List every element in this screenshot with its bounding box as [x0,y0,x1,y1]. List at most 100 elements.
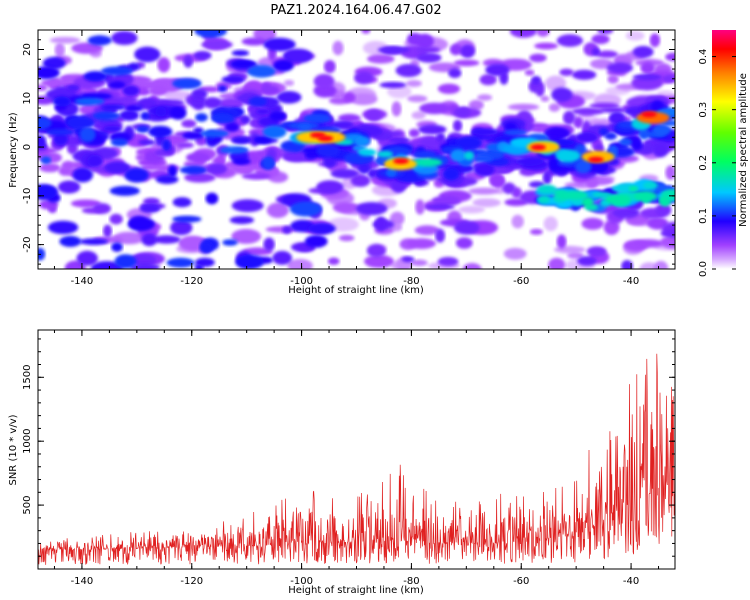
heatmap-cell [232,158,251,165]
heatmap-cell [263,237,275,252]
heatmap-cell [529,228,543,235]
heatmap-cell [548,257,566,269]
heatmap-cell [643,181,658,190]
heatmap-cell [79,238,109,246]
heatmap-cell [655,203,672,217]
heatmap-cell [375,216,387,232]
heatmap-cell [166,257,195,268]
heatmap-cell [621,260,633,269]
heatmap-cell [169,106,187,120]
heatmap-cell [455,107,471,118]
heatmap-cell [389,211,405,226]
heatmap-cell [548,103,561,112]
heatmap-cell [184,172,216,183]
colorbar-tick-label: 0.3 [698,102,709,118]
heatmap-cell [562,110,576,125]
heatmap-cell [161,138,171,151]
heatmap-cell [38,84,48,91]
heatmap-cell [338,234,355,242]
heatmap-cell [625,31,645,41]
heatmap-cell [592,191,612,198]
heatmap-cell [376,150,393,158]
heatmap-cell [220,146,249,154]
heatmap-cell [503,247,527,260]
heatmap-cell [573,116,583,128]
heatmap-cell [191,88,208,100]
heatmap-cell [72,167,94,183]
heatmap-cell [435,228,446,243]
heatmap-cell [327,257,340,265]
heatmap-cell [110,138,128,147]
heatmap-cell [74,97,105,105]
heatmap-cell [225,122,240,132]
heatmap-cell [46,128,75,136]
heatmap-cell [419,102,451,115]
heatmap-cell [406,80,422,87]
heatmap-cell [263,37,296,52]
heatmap-cell [489,174,506,188]
heatmap-cell [38,184,58,200]
heatmap-cell [567,251,584,260]
heatmap-cell [367,54,395,64]
heatmap-cell [172,197,192,208]
heatmap-cell [531,75,542,85]
heatmap-cell [201,40,233,50]
heatmap-cell [323,60,336,74]
heatmap-cell [477,94,493,101]
heatmap-cell [269,111,287,122]
colorbar-gradient [712,30,736,269]
heatmap-cell [242,247,273,256]
heatmap-cell [100,104,127,111]
heatmap-cell [408,128,420,138]
heatmap-cell [416,33,434,50]
heatmap-cell [425,203,455,210]
heatmap-cell [247,65,276,78]
snr-series-line [38,353,675,565]
x-tick-label: -140 [71,276,94,287]
heatmap-cell [549,159,560,169]
colorbar-label: Normalized spectral amplitude [738,73,749,227]
heatmap-cell [124,167,149,183]
heatmap-cell [262,125,287,139]
heatmap-cell [415,199,425,215]
heatmap-cell [92,111,121,121]
heatmap-cell [183,55,193,68]
heatmap-cell [87,35,112,46]
heatmap-cell [391,179,407,193]
heatmap-cell [437,83,461,95]
heatmap-cell [638,128,649,140]
heatmap-cell [436,132,446,143]
heatmap-cell [330,120,354,130]
heatmap-cell [70,199,101,208]
heatmap-cell [632,74,663,81]
heatmap-cell [577,256,597,266]
heatmap-cell [202,97,223,109]
heatmap-cell [472,198,502,208]
colorbar-tick-label: 0.2 [698,155,709,171]
heatmap-cell [468,99,484,111]
heatmap-cell [205,192,219,205]
heatmap-cell [455,237,473,249]
heatmap-cell [542,171,552,185]
snr-y-ticks: 500 1000 1500 [22,338,675,570]
heatmap-cell [167,165,178,178]
figure-title: PAZ1.2024.164.06.47.G02 [270,3,441,18]
heatmap-cell [53,132,69,146]
heatmap-cell [338,113,361,123]
heatmap-cell [628,186,639,192]
heatmap-cell [529,53,547,63]
heatmap-cell [507,103,540,111]
heatmap-cell [235,254,264,269]
x-tick-label: -100 [290,276,313,287]
heatmap-cell [599,107,627,113]
heatmap-cell [552,139,575,147]
heatmap-cell [379,81,407,89]
heatmap-cell [662,74,675,83]
heatmap-cell [511,214,524,229]
heatmap-cell [283,152,313,163]
heatmap-cell [170,220,193,236]
heatmap-cell [54,42,65,58]
heatmap-cell [632,45,654,58]
heatmap-cell [172,215,202,223]
heatmap-cell [509,30,537,38]
